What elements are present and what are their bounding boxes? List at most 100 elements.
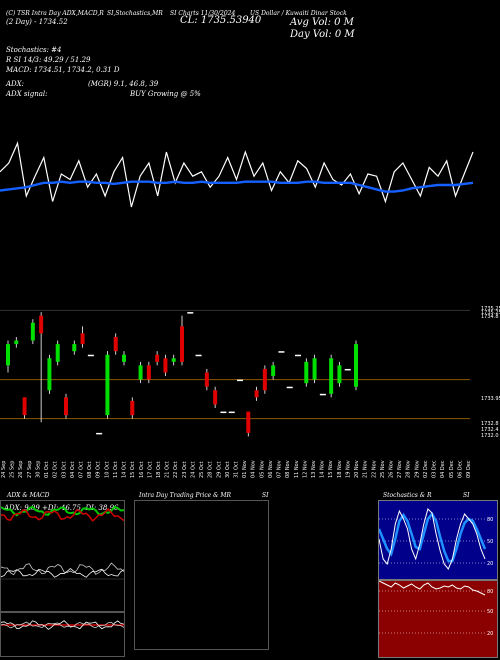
x-axis-date: 20 Nov [354,460,360,478]
x-axis-date: 18 Nov [337,460,343,478]
x-axis-date: 08 Oct [87,461,93,478]
rsi-line [379,581,486,596]
candle-body [155,354,160,362]
x-axis-date: 27 Nov [397,460,403,478]
x-axis-date: 31 Oct [234,461,240,478]
x-axis-date: 18 Oct [156,461,162,478]
candle-body [171,358,176,362]
x-axis-date: 14 Nov [320,460,326,478]
adx-panel-chart [1,505,124,580]
x-axis-date: 07 Nov [277,460,283,478]
x-axis-date: 14 Oct [122,461,128,478]
candle-body [87,354,94,357]
candle-body [329,358,334,394]
price-axis-label: 1734.8 [481,314,499,320]
x-axis-date: 08 Nov [285,460,291,478]
intraday-si: SI [262,492,269,499]
candle-body [213,390,218,405]
x-axis-date: 15 Nov [328,460,334,478]
x-axis-date: 10 Oct [104,461,110,478]
intraday-title: Intra Day Trading Price & MR [139,492,232,499]
candle-body [344,368,351,371]
x-axis-date: 11 Nov [294,460,300,478]
x-axis-date: 05 Dec [449,460,455,478]
stoch-panel-si: SI [463,492,470,499]
macd-line [1,620,124,630]
rsi-panel-chart: 80 50 20 [379,581,497,657]
adx-panel-title: ADX & MACD [7,492,50,499]
x-axis-date: 06 Dec [457,460,463,478]
x-axis-date: 04 Dec [440,460,446,478]
x-axis-date: 06 Nov [268,460,274,478]
macd-values: MACD: 1734.51, 1734.2, 0.31 D [6,66,120,74]
header-line1-right: US Dollar / Kuwaiti Dinar Stock [250,10,347,17]
price-axis-label: 1732.8 [481,421,499,427]
x-axis-date: 19 Nov [345,460,351,478]
x-axis-date: 21 Oct [165,461,171,478]
x-axis-date: 04 Nov [251,460,257,478]
main-chart: 1735.251735.251734.81733.951732.81732.41… [0,141,500,478]
candle-body [39,315,44,334]
x-axis-date: 13 Nov [311,460,317,478]
x-axis-date: 29 Nov [414,460,420,478]
rsi-level-label: 80 [487,589,493,595]
candle-body [337,365,342,384]
x-axis-date: 02 Dec [423,460,429,478]
x-axis-date: 09 Dec [466,460,472,478]
candle-body [304,361,309,384]
x-axis-date: 30 Sep [35,461,41,478]
candle-body [319,393,326,396]
price-axis-label: 1732.4 [481,427,499,433]
candle-body [105,354,110,416]
candle-body [30,322,35,341]
moving-average-line [0,180,474,193]
adx-line [1,562,124,576]
candle-body [80,333,85,345]
x-axis-date: 22 Nov [371,460,377,478]
stoch-level-label: 50 [487,539,493,545]
x-axis-date: 15 Oct [130,461,136,478]
x-axis-date: 11 Oct [113,461,119,478]
candle-body [295,354,301,357]
header-line1-mid2: SI Charts 11/30/2024 [170,10,236,17]
x-axis-date: 07 Oct [79,461,85,478]
adx-signal-value: BUY Growing @ 5% [130,90,201,98]
x-axis-date: 25 Nov [380,460,386,478]
adx-signal-line [1,567,124,578]
header-avg-vol: Avg Vol: 0 M [290,17,354,28]
candle-body [72,344,77,352]
x-axis-date: 27 Sep [27,461,33,478]
stoch-panel: Stochastics & R SI 80 50 20 [378,492,498,580]
stoch-panel-title: Stochastics & R [383,492,432,499]
price-axis-label: 1732.0 [481,433,499,439]
candle-body [146,365,151,380]
x-axis-date: 25 Oct [199,461,205,478]
candle-body [96,432,103,435]
oscillator-line [0,141,474,208]
candle-body [220,411,227,414]
price-axis-label: 1733.95 [481,396,500,402]
stoch-title: Stochastics: #4 [6,46,62,54]
x-axis-date: 22 Oct [173,461,179,478]
candle-body [312,358,317,380]
candle-body [130,400,135,416]
price-axis-label: 1735.25 [481,306,500,312]
candle-body [271,365,276,377]
x-axis-date: 05 Nov [259,460,265,478]
candle-body [286,386,293,389]
candle-body [163,358,168,373]
header-line1-left: (C) TSR Intra Day ADX,MACD,R [6,10,104,17]
rsi-level-label: 20 [487,631,493,637]
stoch-values: R SI 14/3: 49.29 / 51.29 [6,56,91,64]
x-axis-date: 24 Sep [1,461,7,478]
adx-panel: ADX & MACD ADX: 9.09 +DI: 46.75 -DI: 38.… [0,492,125,612]
header-line1-mid: SI,Stochastics,MR [107,10,163,17]
stoch-level-label: 20 [487,561,493,567]
x-axis-date: 26 Nov [389,460,395,478]
candle-body [354,344,358,387]
macd-panel-chart [1,620,124,630]
candle-body [254,390,259,398]
x-axis-date: 09 Oct [96,461,102,478]
x-axis-date: 25 Sep [10,461,16,478]
header-close: CL: 1735.53940 [180,15,262,26]
